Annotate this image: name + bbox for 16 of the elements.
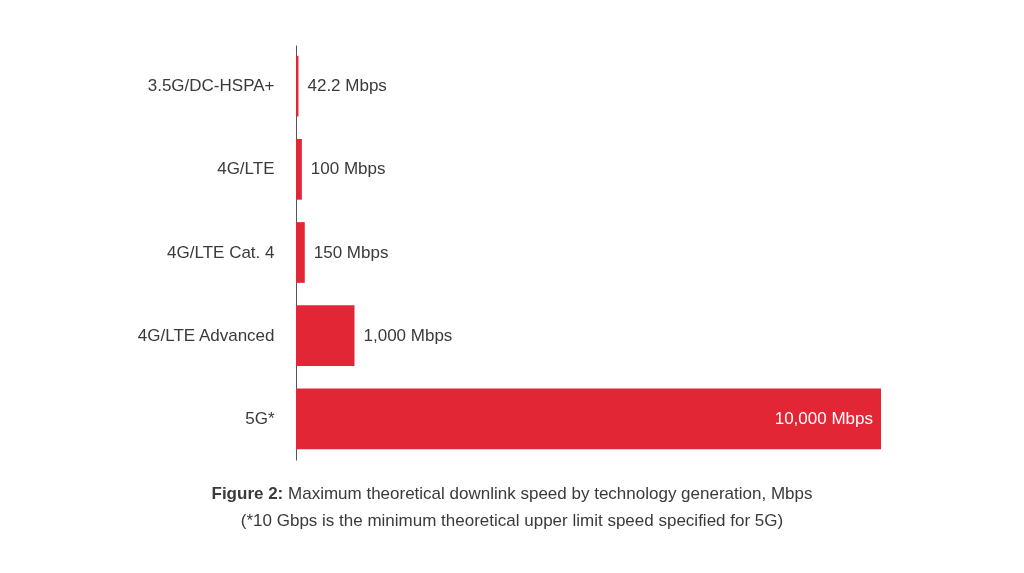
y-tick-label: 3.5G/DC-HSPA+ — [147, 76, 275, 96]
data-label: 100 Mbps — [310, 159, 386, 179]
data-label: 1,000 Mbps — [363, 325, 453, 345]
bar — [296, 388, 881, 450]
y-tick-label: 4G/LTE Cat. 4 — [167, 242, 275, 262]
y-tick-label: 4G/LTE — [217, 159, 275, 179]
data-label: 42.2 Mbps — [307, 76, 387, 96]
y-tick-label: 5G* — [245, 408, 275, 428]
y-tick-label: 4G/LTE Advanced — [137, 325, 275, 345]
bar — [296, 138, 302, 200]
text: (*10 Gbps is the minimum theoretical upper limit speed specified for 5G) — [239, 510, 785, 532]
caption: Figure 2: Maximum theoretical downlink speed by technology generation, Mbps — [211, 484, 813, 503]
bar — [296, 305, 355, 367]
data-label: 150 Mbps — [313, 242, 389, 262]
data-label: 10,000 Mbps — [774, 408, 873, 428]
bar — [296, 222, 305, 283]
